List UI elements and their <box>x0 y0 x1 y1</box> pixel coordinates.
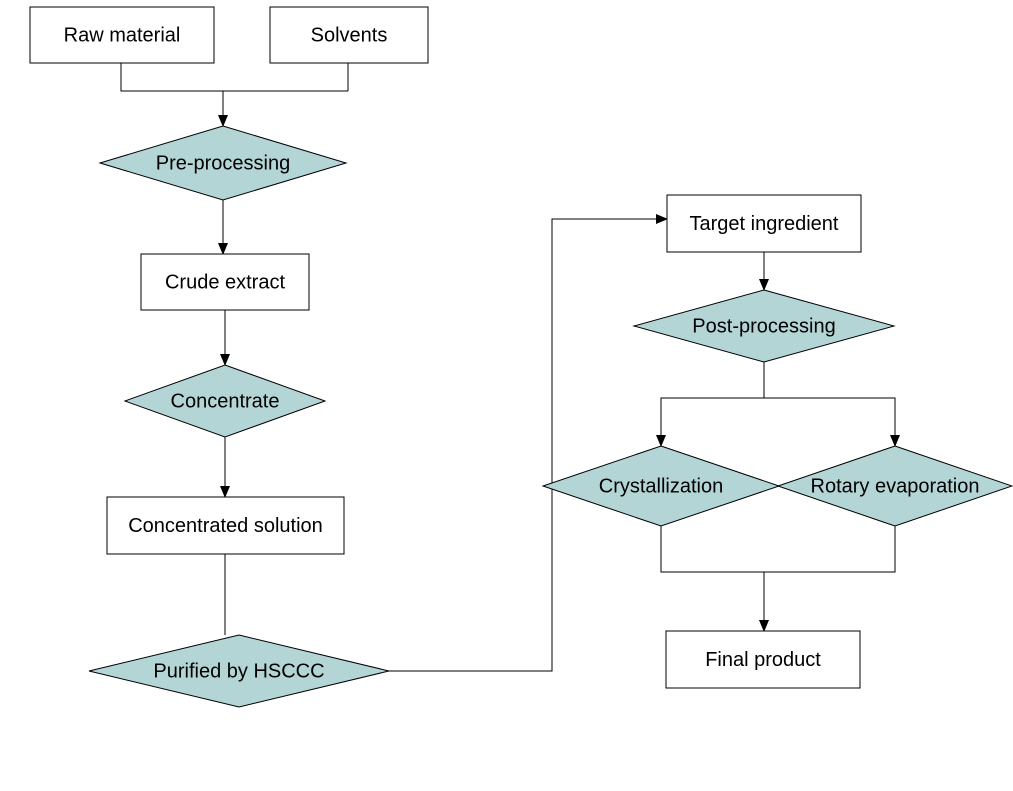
edge-split-right <box>764 398 895 446</box>
node-crude_extract: Crude extract <box>141 254 309 310</box>
edge-pur-to-target <box>389 219 667 671</box>
node-purified: Purified by HSCCC <box>89 635 389 707</box>
node-concentrate: Concentrate <box>125 365 325 437</box>
flowchart-canvas: Raw material Solvents Pre-processing Crude … <box>0 0 1013 791</box>
edge-cryst-down <box>661 526 764 572</box>
node-pre_processing: Pre-processing <box>100 126 346 200</box>
label-rotary_evap: Rotary evaporation <box>811 475 980 497</box>
label-target: Target ingredient <box>690 213 839 235</box>
label-crystallization: Crystallization <box>599 475 723 497</box>
edge-split-left <box>661 398 764 446</box>
edge-raw-to-join <box>121 63 348 91</box>
label-purified: Purified by HSCCC <box>153 660 324 682</box>
node-rotary_evap: Rotary evaporation <box>778 446 1012 526</box>
label-crude_extract: Crude extract <box>165 271 285 293</box>
label-solvents: Solvents <box>311 24 388 46</box>
node-post_processing: Post-processing <box>634 290 894 362</box>
label-pre_processing: Pre-processing <box>156 152 291 174</box>
node-solvents: Solvents <box>270 7 428 63</box>
node-conc_solution: Concentrated solution <box>107 497 344 554</box>
node-raw_material: Raw material <box>30 7 214 63</box>
edge-rot-down <box>764 526 895 572</box>
node-target: Target ingredient <box>667 195 861 252</box>
label-concentrate: Concentrate <box>171 390 280 412</box>
nodes-layer: Raw material Solvents Pre-processing Crude … <box>30 7 1012 707</box>
label-raw_material: Raw material <box>64 24 181 46</box>
label-post_processing: Post-processing <box>692 315 835 337</box>
node-crystallization: Crystallization <box>543 446 779 526</box>
label-conc_solution: Concentrated solution <box>128 515 323 537</box>
label-final_product: Final product <box>705 649 821 671</box>
node-final_product: Final product <box>666 631 860 688</box>
